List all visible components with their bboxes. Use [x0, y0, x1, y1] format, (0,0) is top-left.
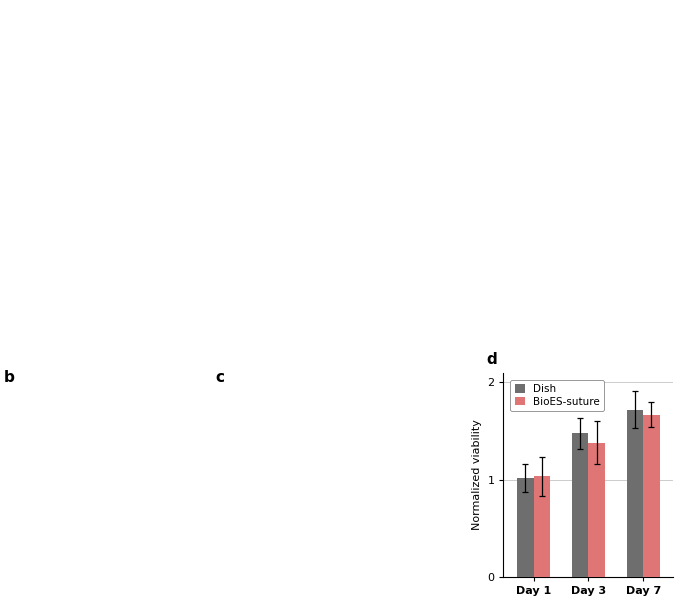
Text: b: b	[3, 370, 14, 385]
Bar	[534, 476, 550, 577]
Text: c: c	[216, 370, 225, 385]
Bar	[627, 410, 643, 577]
Text: d: d	[486, 351, 497, 367]
Legend: Dish, BioES-suture: Dish, BioES-suture	[510, 380, 604, 411]
Bar	[517, 478, 534, 577]
Y-axis label: Normalized viability: Normalized viability	[472, 420, 482, 530]
Bar	[643, 415, 660, 577]
Bar	[588, 443, 605, 577]
Bar	[572, 433, 588, 577]
